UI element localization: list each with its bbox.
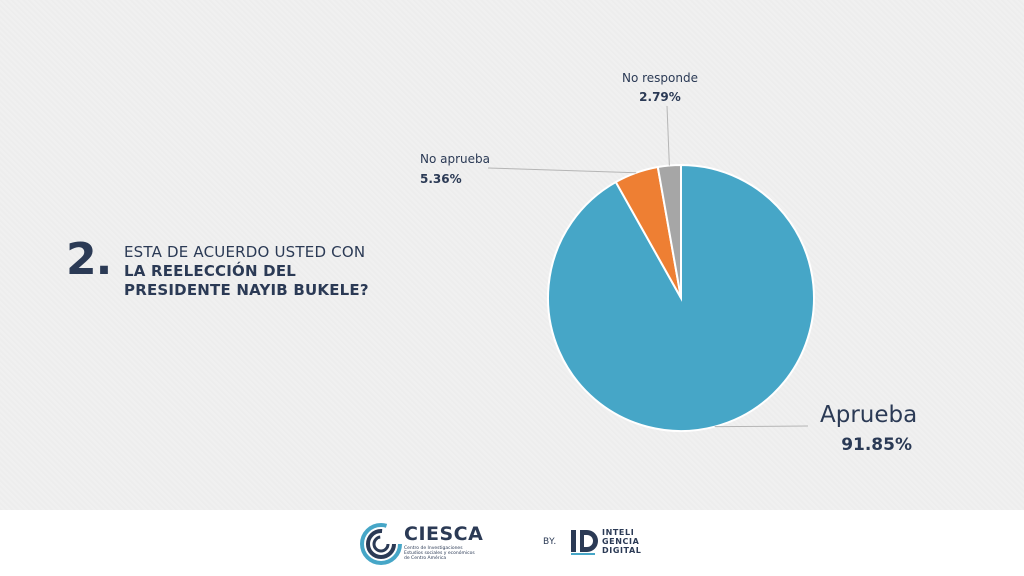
question-text: ESTA DE ACUERDO USTED CON LA REELECCIÓN … xyxy=(124,243,424,300)
partner-line-3: DIGITAL xyxy=(602,546,642,555)
partner-name: INTELI GENCIA DIGITAL xyxy=(602,528,642,555)
id-monogram-icon xyxy=(571,530,598,555)
ciesca-name: CIESCA xyxy=(404,523,484,545)
ciesca-emblem-icon xyxy=(360,523,402,565)
partner-line-2: GENCIA xyxy=(602,537,640,546)
slide-background xyxy=(0,0,1024,510)
question-line-3: PRESIDENTE NAYIB BUKELE? xyxy=(124,281,369,299)
slice-value-no-aprueba: 5.36% xyxy=(420,172,462,186)
question-line-1: ESTA DE ACUERDO USTED CON xyxy=(124,243,366,261)
footer xyxy=(0,510,1024,576)
question-number: 2. xyxy=(66,234,112,285)
slice-value-aprueba: 91.85% xyxy=(841,435,912,455)
pie-chart: Aprueba 91.85% No aprueba 5.36% No responde 2… xyxy=(420,71,917,455)
slice-value-no-responde: 2.79% xyxy=(639,90,681,104)
leader-line-aprueba xyxy=(714,425,809,428)
leader-line-no-responde xyxy=(666,105,670,166)
partner-line-1: INTELI xyxy=(602,528,635,537)
slice-label-no-responde: No responde xyxy=(622,71,698,85)
leader-line-no-aprueba xyxy=(487,167,637,174)
slice-label-aprueba: Aprueba xyxy=(820,402,917,428)
ciesca-subtitle: Centro de Investigaciones Estudios socia… xyxy=(404,546,475,561)
inteligencia-digital-logo: INTELI GENCIA DIGITAL xyxy=(568,526,648,558)
by-label: BY. xyxy=(543,537,557,547)
question-line-2: LA REELECCIÓN DEL xyxy=(124,262,297,280)
slice-label-no-aprueba: No aprueba xyxy=(420,152,490,166)
ciesca-logo: CIESCA Centro de Investigaciones Estudio… xyxy=(360,523,484,565)
